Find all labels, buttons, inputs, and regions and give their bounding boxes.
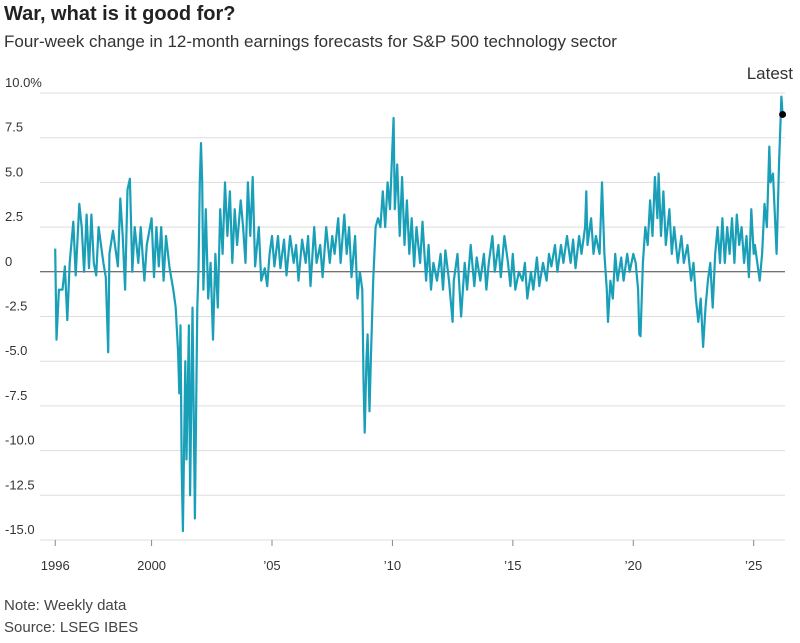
x-tick-label: ’20: [625, 558, 642, 573]
x-tick-label: ’10: [384, 558, 401, 573]
x-tick-label: 2000: [137, 558, 166, 573]
y-tick-label: 2.5: [5, 209, 23, 224]
x-tick-label: ’15: [504, 558, 521, 573]
y-tick-label: 7.5: [5, 120, 23, 135]
y-tick-label: -12.5: [5, 477, 35, 492]
y-tick-label: -10.0: [5, 433, 35, 448]
latest-dot: [779, 110, 787, 118]
y-tick-label: -5.0: [5, 343, 27, 358]
note: Note: Weekly data: [4, 597, 127, 614]
x-tick-label: 1996: [41, 558, 70, 573]
x-tick-label: ’25: [745, 558, 762, 573]
annotation: Latest: [747, 64, 794, 83]
y-tick-label: -2.5: [5, 299, 27, 314]
y-tick-label: -15.0: [5, 522, 35, 537]
data-line: [54, 95, 784, 533]
y-tick-label: 10.0%: [5, 75, 42, 90]
y-tick-label: 0: [5, 254, 12, 269]
y-tick-label: 5.0: [5, 164, 23, 179]
x-tick-label: ’05: [263, 558, 280, 573]
chart-title: War, what is it good for?: [4, 3, 235, 25]
y-tick-label: -7.5: [5, 388, 27, 403]
chart-subtitle: Four-week change in 12-month earnings fo…: [4, 32, 617, 51]
source: Source: LSEG IBES: [4, 619, 138, 636]
